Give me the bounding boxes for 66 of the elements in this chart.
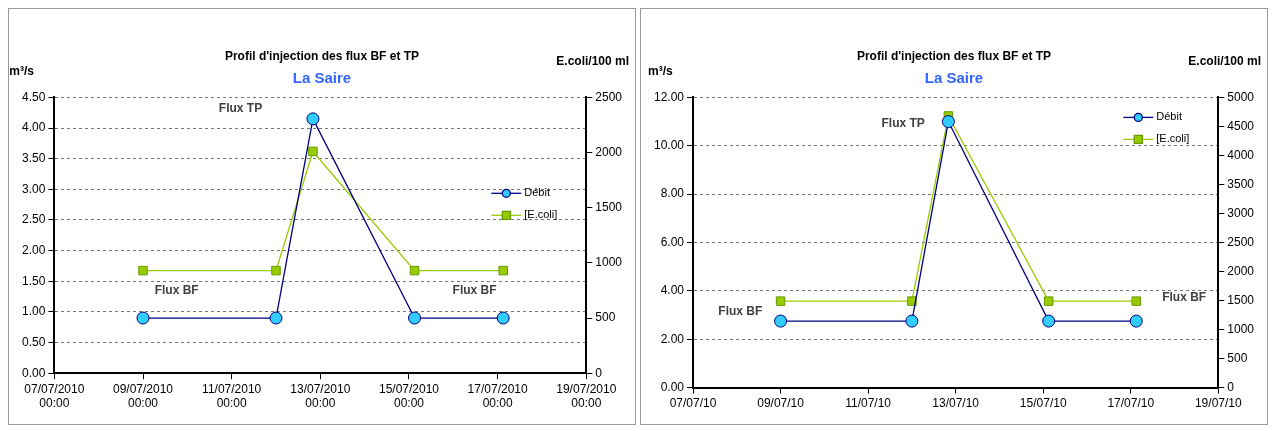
y-tick-label: 3.00 xyxy=(22,181,46,196)
chart-title: Profil d'injection des flux BF et TP xyxy=(224,48,420,63)
y-axis-title: m³/s xyxy=(9,63,35,78)
y-tick-label: 3.50 xyxy=(22,151,46,165)
y-tick-label: 6.00 xyxy=(660,234,685,249)
x-tick-label: 13/07/10 xyxy=(932,396,980,411)
annotation: Flux TP xyxy=(881,115,925,130)
annotation: Flux BF xyxy=(154,282,199,297)
y2-tick-label: 4000 xyxy=(1227,147,1255,162)
x-tick-label: 13/07/2010 00:00 xyxy=(290,381,351,411)
x-tick-label: 09/07/2010 00:00 xyxy=(112,381,174,411)
y2-tick-label: 2500 xyxy=(1227,234,1255,249)
y2-axis-title: E.coli/100 ml xyxy=(1188,53,1261,68)
y-tick-label: 1.00 xyxy=(22,304,46,319)
chart-subtitle: La Saire xyxy=(924,68,984,86)
y2-tick-label: 0 xyxy=(595,365,603,380)
y-tick-label: 0.00 xyxy=(22,365,46,380)
x-tick-label: 11/07/2010 00:00 xyxy=(202,381,262,411)
legend-label: [E.coli] xyxy=(1156,132,1190,145)
x-tick-label: 07/07/2010 00:00 xyxy=(24,381,85,411)
x-tick-label: 11/07/10 xyxy=(845,396,892,411)
y2-tick-label: 0 xyxy=(1227,379,1235,394)
annotation: Flux BF xyxy=(718,304,763,319)
chart-title: Profil d'injection des flux BF et TP xyxy=(856,48,1052,63)
y2-tick-label: 4500 xyxy=(1227,118,1255,133)
y-tick-label: 1.50 xyxy=(22,273,46,288)
y-tick-label: 4.50 xyxy=(22,89,46,104)
x-tick-label: 09/07/10 xyxy=(757,396,805,411)
x-tick-label: 15/07/10 xyxy=(1019,396,1067,411)
y2-tick-label: 2000 xyxy=(595,144,623,159)
x-tick-label: 17/07/10 xyxy=(1107,396,1155,411)
legend-label: Débit xyxy=(524,186,550,199)
x-tick-label: 19/07/10 xyxy=(1194,396,1242,411)
y2-tick-label: 5000 xyxy=(1227,89,1255,104)
x-tick-label: 17/07/2010 00:00 xyxy=(467,381,528,411)
y2-tick-label: 1000 xyxy=(595,255,623,270)
y-tick-label: 12.00 xyxy=(654,89,685,104)
y-tick-label: 2.00 xyxy=(22,242,46,257)
y-tick-label: 4.00 xyxy=(22,120,46,135)
annotation: Flux BF xyxy=(452,282,497,297)
y-tick-label: 8.00 xyxy=(660,186,685,201)
y2-tick-label: 3500 xyxy=(1227,176,1255,191)
y2-tick-label: 1500 xyxy=(1227,292,1255,307)
y-tick-label: 0.00 xyxy=(660,379,685,394)
y-tick-label: 2.00 xyxy=(660,331,685,346)
chart-subtitle: La Saire xyxy=(292,68,352,86)
x-tick-label: 07/07/10 xyxy=(669,396,717,411)
y2-tick-label: 2500 xyxy=(595,89,623,104)
legend-label: Débit xyxy=(1156,110,1182,123)
y-tick-label: 10.00 xyxy=(654,138,685,153)
annotation: Flux TP xyxy=(218,100,263,115)
y-tick-label: 2.50 xyxy=(22,212,46,227)
x-tick-label: 19/07/2010 00:00 xyxy=(556,381,617,411)
legend-label: [E.coli] xyxy=(524,208,558,221)
y2-tick-label: 1000 xyxy=(1227,321,1255,336)
y2-tick-label: 2000 xyxy=(1227,263,1255,278)
y2-tick-label: 3000 xyxy=(1227,205,1255,220)
y2-tick-label: 500 xyxy=(1227,350,1248,365)
y2-axis-title: E.coli/100 ml xyxy=(556,53,629,68)
y-axis-title: m³/s xyxy=(648,63,674,78)
y-tick-label: 4.00 xyxy=(660,283,685,298)
y2-tick-label: 1500 xyxy=(595,200,623,215)
x-tick-label: 15/07/2010 00:00 xyxy=(378,381,440,411)
y-tick-label: 0.50 xyxy=(22,334,46,349)
annotation: Flux BF xyxy=(1162,289,1207,304)
y2-tick-label: 500 xyxy=(595,310,616,325)
